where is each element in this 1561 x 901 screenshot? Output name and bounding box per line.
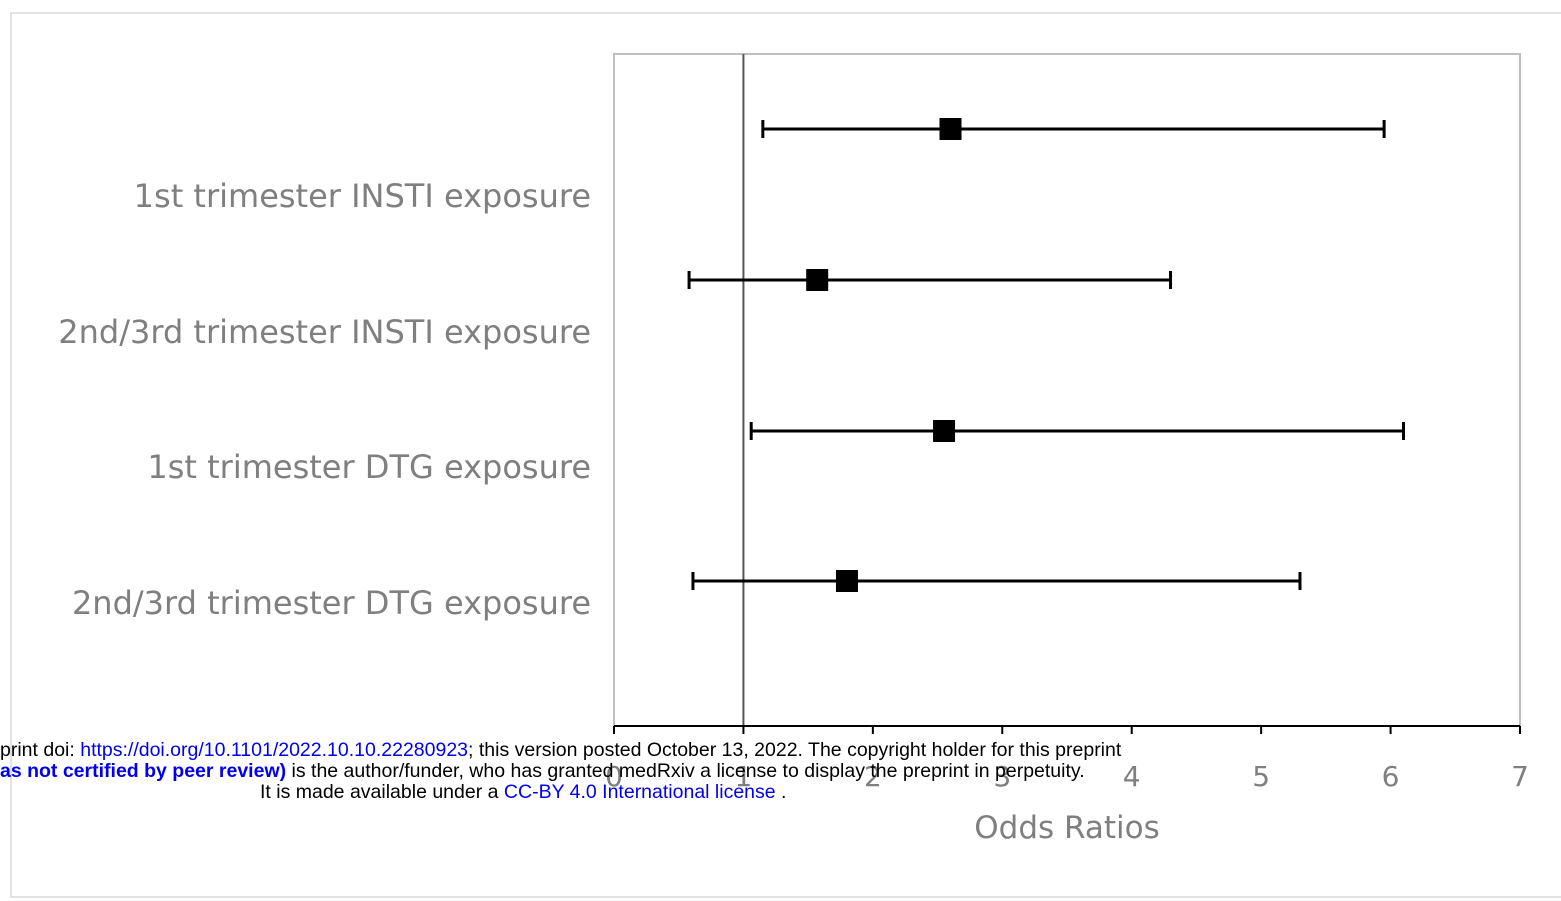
x-axis-title: Odds Ratios [974, 810, 1160, 846]
plot-frame [613, 53, 1521, 727]
notice-line-3-prefix: It is made available under a [260, 781, 504, 803]
or-point [933, 420, 956, 442]
x-tick-label: 7 [1511, 760, 1529, 793]
notice-line-1-prefix: print doi: [0, 739, 81, 761]
notice-line-2-bold: as not certified by peer review) [0, 760, 287, 782]
x-axis: 0 1 2 3 4 5 6 7 [605, 725, 1529, 793]
ci-row [687, 269, 1173, 291]
x-tick-label: 0 [605, 760, 623, 793]
ci-row [691, 570, 1302, 592]
license-link[interactable]: CC-BY 4.0 International license [503, 781, 776, 803]
x-tick-label: 5 [1252, 760, 1270, 793]
notice-line-1-suffix: ; this version posted October 13, 2022. … [468, 739, 1122, 761]
ci-row [749, 420, 1406, 442]
row-label: 1st trimester DTG exposure [147, 448, 591, 486]
or-point [939, 118, 962, 140]
notice-line-3-suffix: . [775, 781, 787, 803]
row-label: 2nd/3rd trimester INSTI exposure [58, 313, 591, 351]
row-label: 1st trimester INSTI exposure [134, 177, 591, 215]
x-tick-label: 4 [1123, 760, 1141, 793]
notice-line-2-rest: is the author/funder, who has granted me… [286, 760, 1085, 782]
forest-marks [687, 118, 1406, 592]
notice-line-3: It is made available under a CC-BY 4.0 I… [260, 782, 786, 803]
row-labels: 1st trimester INSTI exposure 2nd/3rd trim… [58, 177, 591, 622]
notice-line-1: print doi: https://doi.org/10.1101/2022.… [0, 740, 1121, 761]
x-tick-label: 3 [993, 760, 1011, 793]
doi-link[interactable]: https://doi.org/10.1101/2022.10.10.22280… [80, 739, 469, 761]
or-point [835, 570, 858, 592]
x-tick-label: 1 [735, 760, 753, 793]
or-point [806, 269, 829, 291]
page-frame [10, 12, 1561, 898]
row-label: 2nd/3rd trimester DTG exposure [72, 584, 591, 622]
x-tick-label: 2 [864, 760, 882, 793]
ci-row [761, 118, 1386, 140]
notice-line-2: as not certified by peer review) is the … [0, 761, 1085, 782]
x-tick-label: 6 [1382, 760, 1400, 793]
